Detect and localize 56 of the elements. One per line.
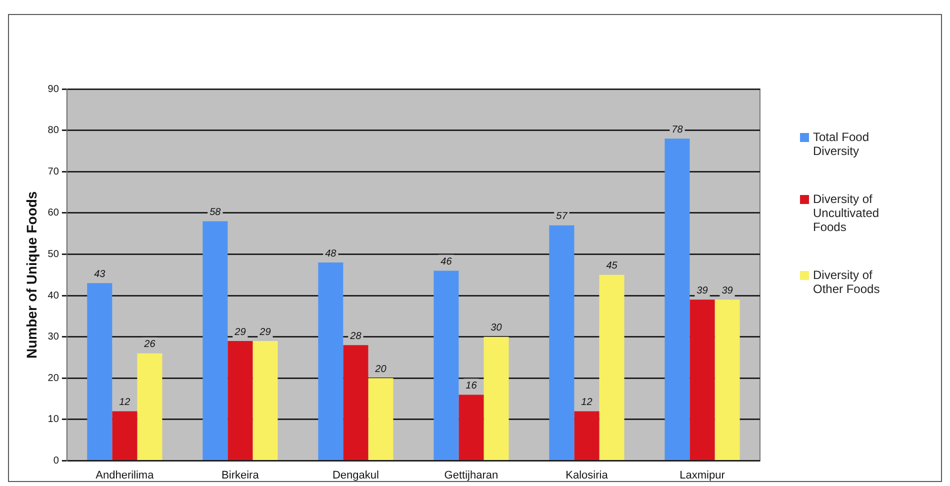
x-tick-label: Kalosiria (566, 469, 609, 482)
bar (599, 274, 624, 460)
bar (318, 262, 344, 460)
data-label: 12 (119, 397, 131, 408)
x-tick-label: Andherilima (96, 469, 155, 482)
x-tick-label: Gettijharan (444, 469, 498, 482)
bar (458, 394, 484, 460)
y-tick-label: 10 (48, 414, 60, 426)
data-label: 48 (325, 248, 337, 260)
x-tick-label: Laxmipur (680, 469, 726, 482)
y-tick-label: 60 (48, 208, 60, 219)
data-label: 28 (349, 330, 362, 342)
data-label: 58 (210, 206, 222, 218)
bar (87, 283, 112, 460)
y-tick-label: 0 (53, 456, 60, 467)
bar (343, 345, 368, 460)
x-tick-label: Birkeira (222, 469, 260, 482)
y-tick-label: 90 (48, 84, 60, 95)
y-tick-label: 70 (48, 166, 60, 178)
data-label: 29 (258, 326, 272, 338)
bar (549, 225, 574, 460)
data-label: 43 (94, 268, 106, 280)
data-label: 12 (581, 397, 593, 408)
legend-label: Diversity of Other Foods (813, 268, 881, 296)
y-tick-label: 20 (48, 372, 60, 384)
y-axis-title: Number of Unique Foods (23, 191, 40, 359)
bar (202, 221, 228, 460)
bar (484, 336, 509, 460)
bar (368, 378, 394, 460)
bar (228, 341, 253, 460)
bar (690, 300, 715, 460)
legend-label: Diversity of Uncultivated Foods (813, 192, 880, 234)
data-label: 30 (490, 322, 502, 334)
data-label: 46 (440, 256, 452, 268)
bar (574, 411, 600, 460)
x-tick-label: Dengakul (332, 469, 379, 482)
bar (664, 138, 690, 460)
bar (112, 411, 138, 460)
y-tick-label: 80 (48, 125, 60, 136)
data-label: 78 (672, 124, 684, 136)
legend-label: Total Food Diversity (813, 130, 870, 158)
data-label: 16 (466, 380, 478, 392)
bar (252, 341, 278, 460)
data-label: 39 (696, 285, 708, 296)
bar (137, 353, 162, 460)
data-label: 57 (556, 211, 568, 222)
bar (714, 300, 740, 460)
y-tick-label: 30 (48, 332, 60, 343)
y-tick-label: 40 (48, 290, 60, 302)
data-label: 39 (722, 285, 734, 296)
data-label: 45 (606, 260, 618, 272)
data-label: 26 (143, 339, 156, 350)
data-label: 20 (374, 364, 387, 375)
y-tick-label: 50 (48, 248, 60, 260)
data-label: 29 (234, 326, 246, 338)
bar (434, 270, 459, 460)
